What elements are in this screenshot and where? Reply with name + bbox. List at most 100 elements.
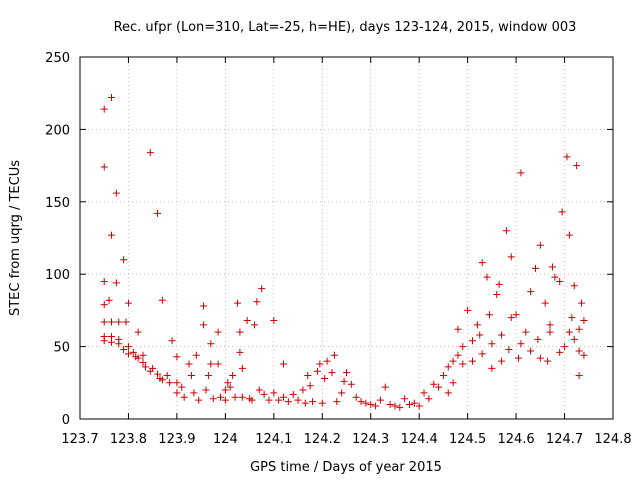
x-tick-label: 124.3 — [352, 432, 389, 447]
x-tick-label: 124.1 — [255, 432, 292, 447]
data-point — [478, 350, 486, 358]
points-layer — [100, 94, 588, 411]
data-point — [301, 399, 309, 407]
data-point — [129, 348, 137, 356]
y-tick-label: 150 — [45, 196, 70, 211]
data-point — [299, 386, 307, 394]
data-point — [430, 380, 438, 388]
y-tick-label: 100 — [45, 268, 70, 283]
data-point — [139, 351, 147, 359]
data-point — [444, 389, 452, 397]
data-point — [502, 227, 510, 235]
data-point — [217, 393, 225, 401]
data-point — [522, 328, 530, 336]
data-point — [120, 256, 128, 264]
data-point — [565, 328, 573, 336]
data-point — [253, 298, 261, 306]
data-point — [154, 209, 162, 217]
data-point — [495, 280, 503, 288]
data-point — [561, 343, 569, 351]
data-point — [580, 317, 588, 325]
x-tick-label: 124.7 — [546, 432, 583, 447]
data-point — [190, 389, 198, 397]
data-point — [468, 337, 476, 345]
data-point — [120, 345, 128, 353]
data-point — [367, 401, 375, 409]
data-point — [149, 364, 157, 372]
data-point — [459, 360, 467, 368]
y-tick-label: 0 — [62, 413, 70, 428]
data-point — [316, 360, 324, 368]
data-point — [505, 345, 513, 353]
data-point — [233, 299, 241, 307]
data-point — [248, 396, 256, 404]
data-point — [304, 372, 312, 380]
data-point — [146, 149, 154, 157]
data-point — [200, 321, 208, 329]
data-point — [340, 377, 348, 385]
data-point — [158, 376, 166, 384]
data-point — [166, 379, 174, 387]
data-point — [180, 393, 188, 401]
data-point — [454, 325, 462, 333]
data-point — [570, 335, 578, 343]
data-point — [280, 360, 288, 368]
data-point — [546, 328, 554, 336]
data-point — [229, 372, 237, 380]
data-point — [100, 105, 108, 113]
data-point — [548, 263, 556, 271]
data-point — [544, 357, 552, 365]
data-point — [134, 328, 142, 336]
data-point — [236, 348, 244, 356]
data-point — [275, 396, 283, 404]
data-point — [238, 364, 246, 372]
data-point — [209, 395, 217, 403]
data-point — [488, 340, 496, 348]
grid-layer — [80, 57, 613, 419]
data-point — [221, 386, 229, 394]
data-point — [100, 277, 108, 285]
data-point — [243, 317, 251, 325]
data-point — [362, 399, 370, 407]
data-point — [498, 331, 506, 339]
data-point — [173, 389, 181, 397]
data-point — [517, 169, 525, 177]
x-tick-label: 124.4 — [401, 432, 438, 447]
x-tick-label: 123.8 — [110, 432, 147, 447]
data-point — [449, 357, 457, 365]
data-point — [204, 372, 212, 380]
data-point — [124, 343, 132, 351]
data-point — [473, 321, 481, 329]
data-point — [154, 370, 162, 378]
data-point — [112, 279, 120, 287]
data-point — [536, 354, 544, 362]
data-point — [192, 351, 200, 359]
chart-title: Rec. ufpr (Lon=310, Lat=-25, h=HE), days… — [114, 20, 577, 35]
data-point — [250, 321, 258, 329]
data-point — [115, 318, 123, 326]
data-point — [415, 402, 423, 410]
data-point — [485, 311, 493, 319]
data-point — [546, 321, 554, 329]
data-point — [565, 231, 573, 239]
data-point — [224, 379, 232, 387]
data-point — [568, 314, 576, 322]
x-tick-label: 124.8 — [594, 432, 631, 447]
data-point — [483, 273, 491, 281]
data-point — [173, 379, 181, 387]
data-point — [270, 317, 278, 325]
data-point — [328, 369, 336, 377]
data-point — [556, 277, 564, 285]
data-point — [347, 380, 355, 388]
data-point — [122, 318, 130, 326]
ticks-layer: 123.7 123.8 123.9 124 124.1 124.2 124.3 124.4 12… — [45, 51, 631, 447]
data-point — [573, 162, 581, 170]
data-point — [556, 348, 564, 356]
data-point — [517, 340, 525, 348]
y-axis-label: STEC from uqrg / TECUs — [8, 160, 23, 316]
data-point — [330, 351, 338, 359]
data-point — [551, 273, 559, 281]
data-point — [343, 369, 350, 377]
data-point — [476, 331, 484, 339]
data-point — [410, 399, 418, 407]
